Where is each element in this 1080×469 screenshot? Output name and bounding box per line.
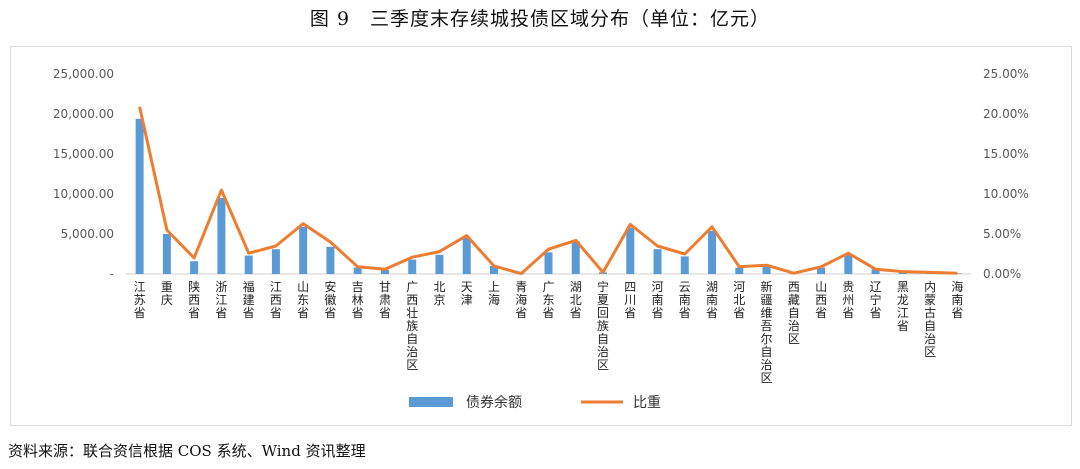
bar — [680, 256, 689, 274]
category-label: 四川省 — [624, 280, 636, 320]
y-left-tick-label: - — [110, 267, 114, 281]
bar — [571, 241, 580, 274]
y-left-tick-label: 5,000.00 — [61, 227, 114, 241]
bar — [626, 227, 635, 274]
category-label: 广东省 — [542, 280, 554, 320]
bar — [380, 270, 389, 274]
bar — [871, 269, 880, 274]
combo-chart: - 5,000.00 10,000.00 15,000.00 20,000.00 25,0… — [53, 67, 1029, 411]
category-label: 青海省 — [515, 280, 527, 320]
bar — [544, 252, 553, 274]
ratio-line — [138, 106, 958, 276]
source-note: 资料来源：联合资信根据 COS 系统、Wind 资讯整理 — [8, 442, 366, 460]
category-label: 广西壮族自治区 — [406, 280, 418, 372]
y-right-tick-label: 0.00% — [983, 267, 1021, 281]
bar — [844, 254, 853, 274]
category-label: 湖北省 — [570, 279, 582, 320]
category-label: 湖南省 — [706, 279, 718, 320]
category-label: 宁夏回族自治区 — [597, 279, 609, 372]
category-label: 河北省 — [733, 280, 745, 320]
category-label: 内蒙古自治区 — [924, 280, 936, 359]
chart-area: - 5,000.00 10,000.00 15,000.00 20,000.00 25,0… — [10, 46, 1072, 426]
bar — [271, 249, 280, 274]
bar — [162, 234, 171, 274]
category-label: 西藏自治区 — [788, 280, 800, 346]
bar — [489, 266, 498, 274]
category-label: 海南省 — [951, 279, 963, 320]
bar — [135, 118, 144, 274]
category-label: 甘肃省 — [379, 280, 391, 320]
bar — [217, 198, 226, 274]
legend-label-bar: 债券余额 — [466, 394, 522, 411]
bar — [653, 249, 662, 274]
category-label: 重庆 — [161, 280, 173, 307]
y-left-tick-label: 25,000.00 — [53, 67, 114, 81]
bar — [435, 254, 444, 274]
category-label: 辽宁省 — [870, 280, 882, 320]
y-right-tick-label: 25.00% — [983, 67, 1029, 81]
category-label: 云南省 — [679, 280, 691, 320]
y-right-tick-label: 5.00% — [983, 227, 1021, 241]
y-right-tick-label: 10.00% — [983, 187, 1029, 201]
category-label: 山东省 — [297, 280, 309, 320]
legend-swatch-bar — [409, 397, 453, 407]
bar — [326, 246, 335, 274]
bar — [299, 226, 308, 274]
figure-title: 图 9 三季度末存续城投债区域分布（单位：亿元） — [309, 8, 771, 30]
category-label: 贵州省 — [842, 280, 854, 320]
category-label: 陕西省 — [188, 279, 200, 320]
bar — [762, 266, 771, 274]
bar — [190, 261, 199, 274]
category-label: 安徽省 — [324, 279, 336, 320]
category-label: 新疆维吾尔自治区 — [761, 279, 773, 385]
category-label: 天津 — [461, 280, 473, 307]
bar — [462, 238, 471, 274]
category-label: 吉林省 — [352, 280, 364, 320]
y-left-tick-label: 15,000.00 — [53, 147, 114, 161]
category-label: 福建省 — [243, 279, 255, 320]
category-label: 浙江省 — [215, 280, 227, 320]
bar — [353, 267, 362, 274]
category-label: 河南省 — [652, 280, 664, 320]
legend-label-line: 比重 — [633, 395, 661, 411]
category-label: 北京 — [433, 280, 445, 307]
category-label: 山西省 — [815, 280, 827, 320]
y-left-tick-label: 10,000.00 — [53, 187, 114, 201]
y-left-tick-label: 20,000.00 — [53, 107, 114, 121]
y-right-tick-label: 15.00% — [983, 147, 1029, 161]
bar — [735, 267, 744, 274]
category-label: 黑龙江省 — [897, 280, 909, 333]
category-label: 江西省 — [270, 280, 282, 320]
category-label: 江苏省 — [134, 280, 146, 320]
category-label: 上海 — [488, 280, 500, 307]
bar — [708, 230, 717, 274]
bar — [408, 259, 417, 274]
bar — [244, 255, 253, 274]
y-right-tick-label: 20.00% — [983, 107, 1029, 121]
bar — [817, 267, 826, 274]
